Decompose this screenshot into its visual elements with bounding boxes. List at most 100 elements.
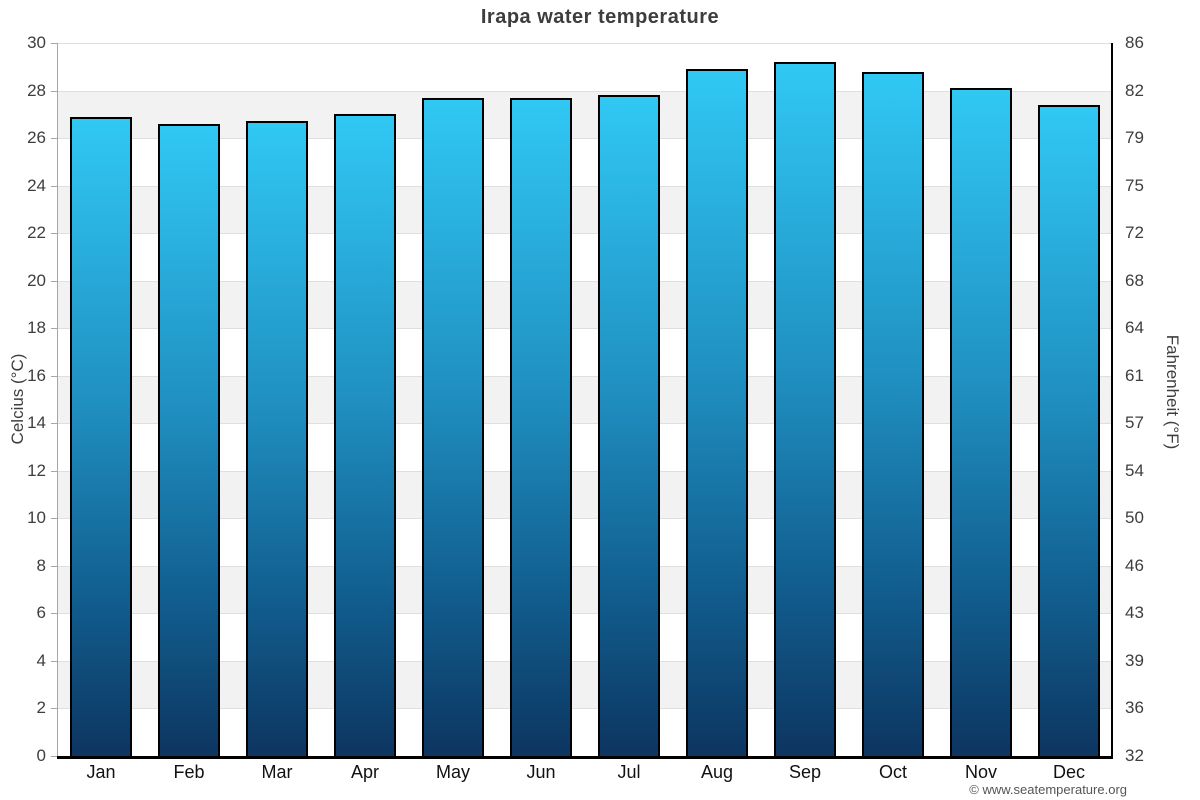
celsius-tick-label: 4 — [36, 650, 46, 670]
gridline — [57, 328, 1113, 330]
month-label-jun: Jun — [526, 762, 556, 782]
fahrenheit-tick-label: 75 — [1125, 175, 1144, 195]
temperature-bar-apr — [334, 114, 396, 756]
fahrenheit-tick-label: 72 — [1125, 223, 1144, 243]
month-label-aug: Aug — [700, 762, 734, 782]
gridline — [57, 233, 1113, 235]
celsius-tick-mark — [51, 43, 57, 44]
temperature-bar-may — [422, 97, 484, 756]
celsius-tick-label: 30 — [27, 33, 46, 52]
month-label-jul: Jul — [617, 762, 641, 782]
celsius-tick-mark — [51, 708, 57, 710]
celsius-tick-mark — [51, 90, 57, 92]
temperature-bar-jan — [70, 116, 132, 756]
celsius-tick-label: 28 — [27, 80, 46, 100]
fahrenheit-tick-label: 68 — [1125, 270, 1144, 290]
fahrenheit-tick-label: 86 — [1125, 33, 1144, 52]
gridline — [57, 423, 1113, 425]
fahrenheit-tick-label: 64 — [1125, 318, 1144, 338]
y-axis-line-left — [57, 43, 58, 756]
plot-band — [57, 90, 1113, 139]
temperature-bar-mar — [246, 121, 308, 756]
plot-band — [57, 470, 1113, 519]
gridline — [57, 565, 1113, 567]
celsius-tick-label: 0 — [36, 746, 46, 765]
y-axis-line-right — [1111, 43, 1113, 756]
gridline — [57, 375, 1113, 377]
plot-band — [57, 660, 1113, 709]
celsius-tick-mark — [51, 660, 57, 662]
temperature-bar-dec — [1038, 104, 1100, 756]
gridline — [57, 185, 1113, 187]
celsius-tick-mark — [51, 613, 57, 615]
plot-area — [57, 43, 1113, 759]
gridline — [57, 90, 1113, 92]
gridline — [57, 138, 1113, 140]
fahrenheit-tick-label: 50 — [1125, 508, 1144, 528]
celsius-tick-mark — [51, 756, 57, 757]
fahrenheit-tick-label: 82 — [1125, 80, 1144, 100]
x-axis-line — [57, 756, 1113, 759]
celsius-tick-label: 14 — [27, 413, 46, 433]
celsius-tick-mark — [51, 328, 57, 330]
fahrenheit-tick-label: 61 — [1125, 365, 1144, 385]
copyright-note: © www.seatemperature.org — [969, 782, 1127, 797]
celsius-tick-mark — [51, 423, 57, 425]
celsius-tick-mark — [51, 280, 57, 282]
month-label-apr: Apr — [350, 762, 379, 782]
chart-title: Irapa water temperature — [480, 6, 720, 28]
gridline — [57, 660, 1113, 662]
fahrenheit-tick-label: 57 — [1125, 413, 1144, 433]
celsius-tick-label: 10 — [27, 508, 46, 528]
gridline — [57, 613, 1113, 615]
celsius-tick-mark — [51, 138, 57, 140]
temperature-bar-jun — [510, 97, 572, 756]
fahrenheit-tick-label: 39 — [1125, 650, 1144, 670]
fahrenheit-tick-label: 36 — [1125, 698, 1144, 718]
celsius-tick-mark — [51, 375, 57, 377]
celsius-tick-mark — [51, 518, 57, 520]
month-label-oct: Oct — [878, 762, 907, 782]
gridline — [57, 518, 1113, 520]
gridline — [57, 280, 1113, 282]
plot-band — [57, 185, 1113, 234]
temperature-bar-feb — [158, 123, 220, 756]
fahrenheit-tick-label: 32 — [1125, 746, 1144, 765]
celsius-tick-label: 22 — [27, 223, 46, 243]
celsius-tick-label: 6 — [36, 603, 46, 623]
celsius-tick-label: 8 — [36, 555, 46, 575]
fahrenheit-tick-label: 43 — [1125, 603, 1144, 623]
celsius-tick-label: 18 — [27, 318, 46, 338]
plot-band — [57, 375, 1113, 424]
celsius-tick-mark — [51, 233, 57, 235]
plot-band — [57, 565, 1113, 614]
celsius-tick-mark — [51, 565, 57, 567]
celsius-tick-mark — [51, 470, 57, 472]
gridline — [57, 708, 1113, 710]
month-label-jan: Jan — [86, 762, 116, 782]
gridline — [57, 43, 1113, 44]
month-label-may: May — [435, 762, 470, 782]
month-label-sep: Sep — [788, 762, 822, 782]
temperature-bar-sep — [774, 62, 836, 756]
celsius-tick-label: 16 — [27, 365, 46, 385]
celsius-tick-label: 26 — [27, 128, 46, 148]
fahrenheit-tick-label: 79 — [1125, 128, 1144, 148]
celsius-tick-label: 20 — [27, 270, 46, 290]
temperature-bar-jul — [598, 95, 660, 756]
temperature-bar-nov — [950, 88, 1012, 756]
month-label-mar: Mar — [261, 762, 293, 782]
plot-band — [57, 280, 1113, 329]
celsius-tick-label: 24 — [27, 175, 46, 195]
month-label-nov: Nov — [964, 762, 997, 782]
celsius-tick-label: 2 — [36, 698, 46, 718]
temperature-bar-oct — [862, 71, 924, 756]
gridline — [57, 470, 1113, 472]
month-label-feb: Feb — [173, 762, 205, 782]
month-label-dec: Dec — [1052, 762, 1085, 782]
fahrenheit-tick-label: 54 — [1125, 460, 1144, 480]
celsius-tick-label: 12 — [27, 460, 46, 480]
fahrenheit-tick-label: 46 — [1125, 555, 1144, 575]
temperature-bar-aug — [686, 69, 748, 756]
